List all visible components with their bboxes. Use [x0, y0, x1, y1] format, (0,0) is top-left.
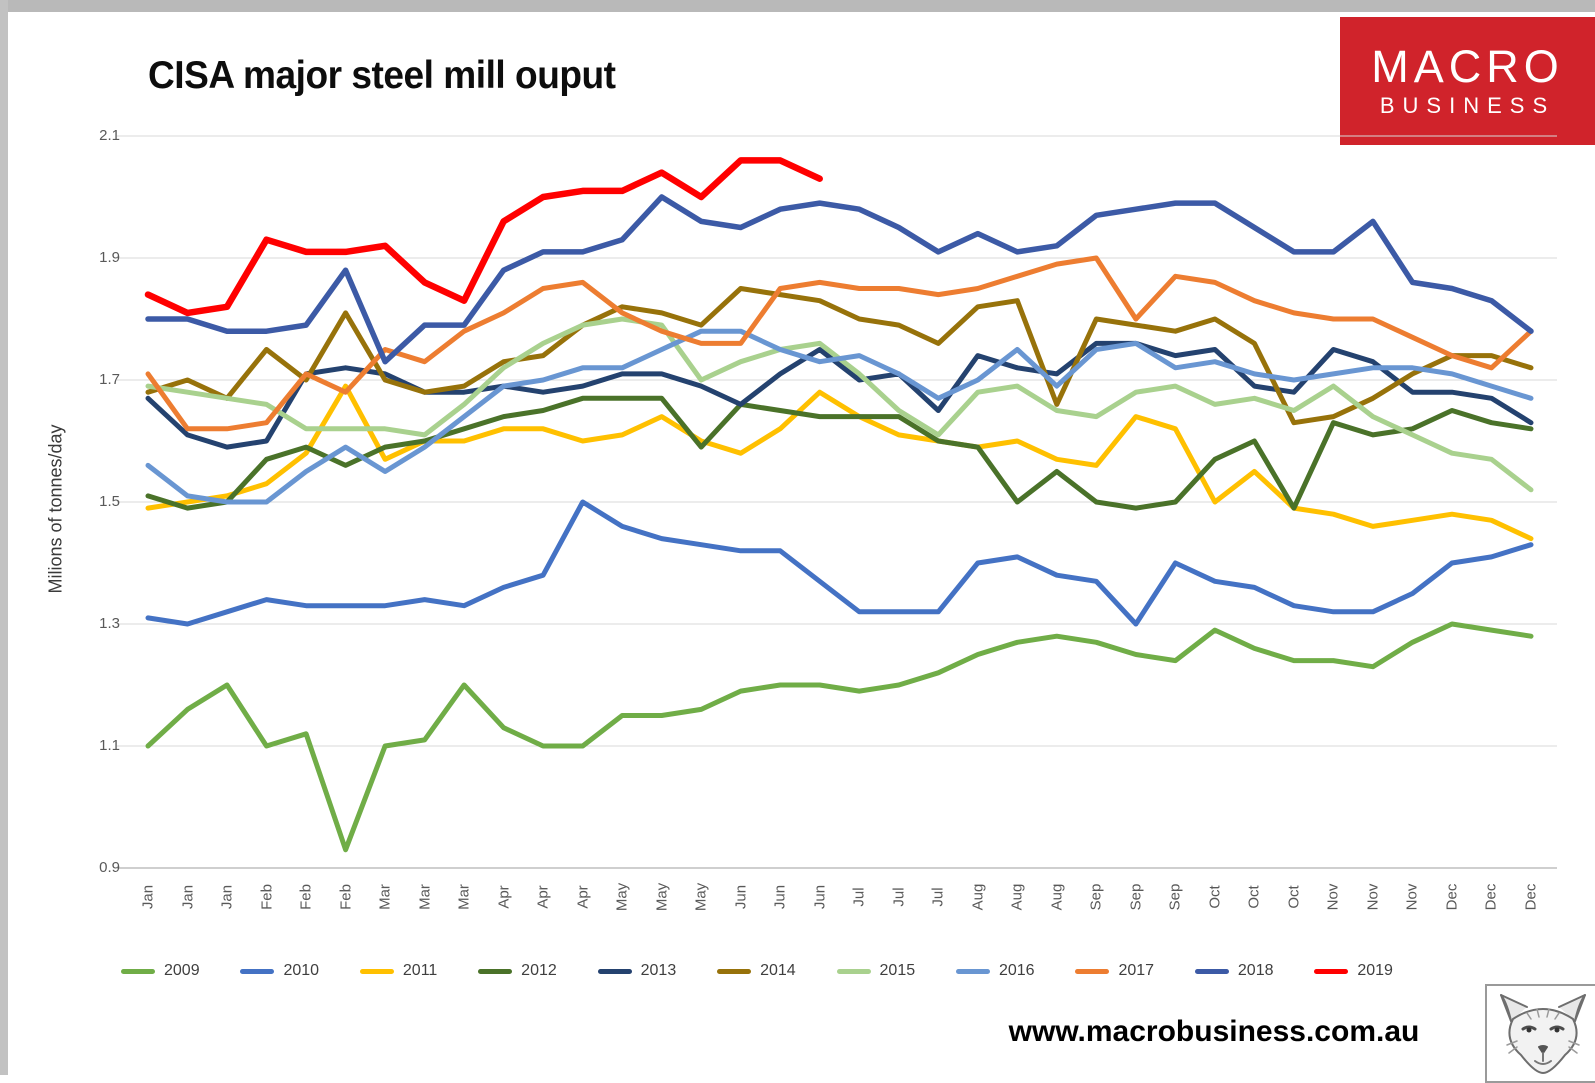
series-line-2012 — [145, 395, 1534, 511]
x-tick-label-32-Nov: Nov — [1403, 883, 1421, 911]
legend-label-2016: 2016 — [998, 962, 1035, 979]
legend-label-2013: 2013 — [640, 962, 677, 979]
legend-label-2018: 2018 — [1237, 962, 1274, 979]
x-tick-label-13-May: May — [653, 882, 671, 912]
legend-label-2015: 2015 — [879, 962, 916, 979]
legend-swatch-2018 — [1194, 968, 1229, 974]
x-tick-label-17-Jun: Jun — [811, 884, 829, 910]
series-line-2010 — [145, 499, 1534, 627]
chart-title: CISA major steel mill ouput — [148, 54, 616, 97]
x-tick-label-5-Feb: Feb — [337, 884, 355, 910]
legend-item-2013: 2013 — [597, 962, 677, 980]
x-tick-label-14-May: May — [692, 882, 710, 912]
x-tick-label-8-Mar: Mar — [455, 884, 473, 910]
x-tick-label-19-Jul: Jul — [890, 887, 908, 907]
y-tick-label-1.1: 1.1 — [99, 737, 120, 754]
x-tick-label-31-Nov: Nov — [1364, 883, 1382, 911]
series-line-2016 — [145, 328, 1534, 505]
legend-swatch-2009 — [121, 968, 155, 974]
y-tick-label-1.9: 1.9 — [99, 249, 120, 266]
footer-url: www.macrobusiness.com.au — [1008, 1015, 1420, 1048]
x-tick-label-21-Aug: Aug — [969, 883, 987, 911]
series-line-2018 — [145, 194, 1534, 365]
x-tick-label-20-Jul: Jul — [929, 887, 947, 907]
legend-item-2010: 2010 — [240, 962, 319, 980]
x-tick-label-10-Apr: Apr — [534, 885, 552, 909]
window-edge-left — [0, 0, 8, 1075]
legend-item-2009: 2009 — [121, 962, 200, 980]
logo-text-macro: MACRO — [1371, 40, 1564, 92]
series-line-2017 — [145, 255, 1534, 432]
legend-item-2016: 2016 — [955, 962, 1035, 980]
legend-swatch-2012 — [478, 968, 513, 974]
x-tick-label-30-Nov: Nov — [1324, 883, 1342, 911]
legend-swatch-2017 — [1075, 968, 1110, 974]
legend-swatch-2011 — [359, 968, 394, 974]
legend-swatch-2015 — [836, 968, 871, 974]
chart-page: CISA major steel mill ouput MACRO BUSINE… — [8, 12, 1595, 1083]
legend-label-2017: 2017 — [1118, 962, 1155, 979]
series-line-2014 — [145, 286, 1534, 426]
x-tick-label-2-Jan: Jan — [218, 884, 236, 910]
x-tick-label-26-Sep: Sep — [1166, 883, 1184, 911]
legend-swatch-2010 — [240, 968, 275, 974]
x-tick-label-28-Oct: Oct — [1245, 885, 1263, 909]
line-chart-plot-area — [117, 135, 1557, 869]
x-tick-label-25-Sep: Sep — [1127, 883, 1145, 911]
y-tick-label-2.1: 2.1 — [99, 127, 120, 144]
legend-label-2014: 2014 — [760, 962, 796, 979]
legend-swatch-2016 — [955, 968, 990, 974]
x-tick-label-24-Sep: Sep — [1087, 883, 1105, 911]
legend-label-2011: 2011 — [402, 962, 438, 979]
legend-label-2012: 2012 — [521, 962, 557, 979]
x-tick-label-27-Oct: Oct — [1206, 885, 1224, 909]
x-tick-label-29-Oct: Oct — [1285, 885, 1303, 909]
legend-item-2019: 2019 — [1314, 962, 1393, 980]
macrobusiness-logo: MACRO BUSINESS — [1340, 17, 1595, 145]
x-tick-label-23-Aug: Aug — [1048, 883, 1066, 911]
legend-swatch-2014 — [717, 968, 752, 974]
y-tick-label-0.9: 0.9 — [99, 859, 120, 876]
legend-item-2011: 2011 — [359, 962, 438, 980]
x-tick-label-0-Jan: Jan — [139, 884, 157, 910]
legend-item-2017: 2017 — [1075, 962, 1154, 980]
x-tick-label-11-Apr: Apr — [574, 885, 592, 909]
x-tick-label-9-Apr: Apr — [495, 885, 513, 909]
x-tick-label-7-Mar: Mar — [416, 884, 434, 910]
y-tick-label-1.3: 1.3 — [99, 615, 120, 632]
window-edge-top — [0, 0, 1595, 12]
fox-logo-box — [1485, 984, 1595, 1083]
y-tick-label-1.5: 1.5 — [99, 493, 120, 510]
series-line-2019 — [144, 157, 823, 317]
series-line-2009 — [145, 621, 1534, 853]
x-tick-label-6-Mar: Mar — [376, 884, 394, 910]
legend-item-2014: 2014 — [717, 962, 796, 980]
x-tick-label-18-Jul: Jul — [850, 887, 868, 907]
legend-item-2015: 2015 — [836, 962, 916, 980]
legend-label-2019: 2019 — [1357, 962, 1393, 979]
x-tick-label-34-Dec: Dec — [1482, 883, 1500, 911]
series-line-2011 — [145, 383, 1534, 542]
legend-swatch-2019 — [1314, 968, 1349, 974]
x-tick-label-33-Dec: Dec — [1443, 883, 1461, 911]
x-tick-label-12-May: May — [613, 882, 631, 912]
x-tick-label-22-Aug: Aug — [1008, 883, 1026, 911]
x-tick-label-16-Jun: Jun — [771, 884, 789, 910]
legend-label-2010: 2010 — [283, 962, 320, 979]
legend-item-2012: 2012 — [478, 962, 557, 980]
chart-legend: 2009 2010 2011 2012 2013 2014 2015 2016 2017 2018… — [121, 962, 1393, 980]
fox-icon — [1500, 994, 1586, 1074]
x-tick-label-35-Dec: Dec — [1522, 883, 1540, 911]
y-tick-label-1.7: 1.7 — [99, 371, 120, 388]
legend-swatch-2013 — [597, 968, 632, 974]
x-tick-label-4-Feb: Feb — [297, 884, 315, 910]
legend-label-2009: 2009 — [164, 962, 200, 979]
x-tick-label-15-Jun: Jun — [732, 884, 750, 910]
legend-item-2018: 2018 — [1194, 962, 1274, 980]
x-tick-label-1-Jan: Jan — [179, 884, 196, 910]
x-tick-label-3-Feb: Feb — [258, 884, 276, 910]
logo-text-business: BUSINESS — [1379, 93, 1556, 119]
